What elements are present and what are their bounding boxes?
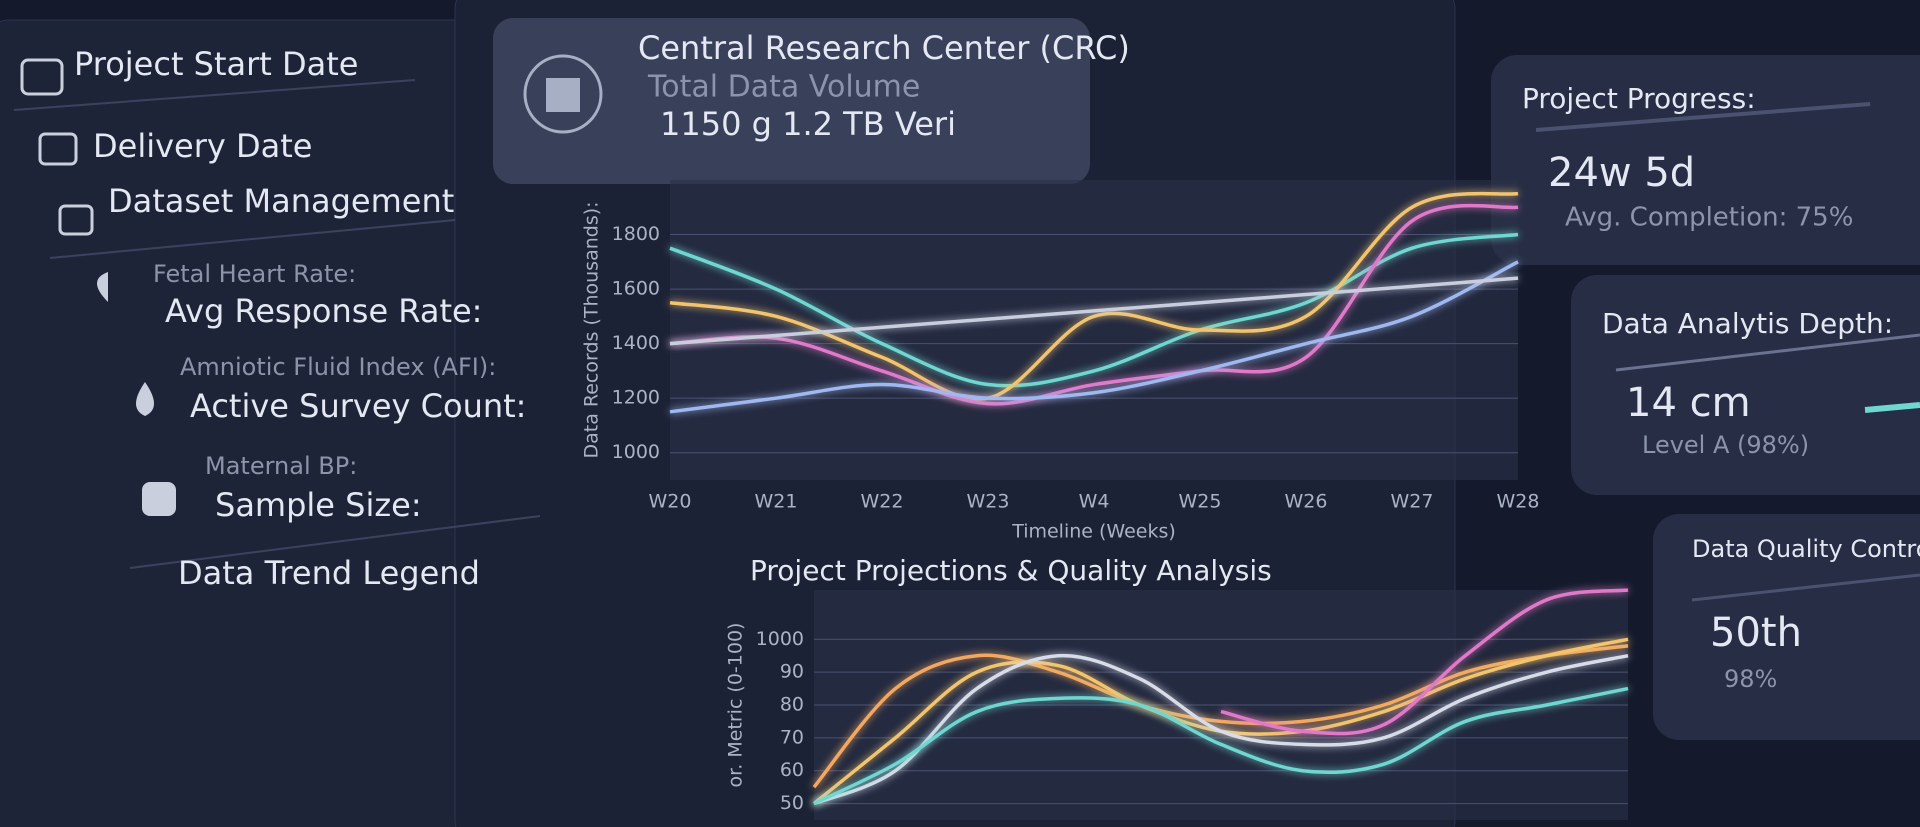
y-tick-label: 70 xyxy=(780,726,804,748)
card-value: 14 cm xyxy=(1626,380,1751,426)
divider xyxy=(1615,333,1920,372)
y-axis-label: or. Metric (0-100) xyxy=(725,623,747,788)
legend-heading: Data Trend Legend xyxy=(178,554,480,592)
series-line xyxy=(1220,588,1629,736)
sidebar-item: Dataset Management xyxy=(108,182,454,220)
y-tick-label: 1400 xyxy=(612,332,660,354)
drop-icon xyxy=(136,382,154,416)
x-tick-label: W22 xyxy=(861,491,904,513)
bp-icon xyxy=(142,482,176,516)
chart-title: Project Projections & Quality Analysis xyxy=(750,554,1272,587)
y-axis-label: Data Records (Thousands): xyxy=(581,201,603,458)
header-title: Central Research Center (CRC) xyxy=(638,29,1130,67)
card-detail: Avg. Completion: 75% xyxy=(1565,203,1853,233)
calendar-icon xyxy=(38,132,78,166)
x-tick-label: W4 xyxy=(1079,491,1110,513)
heart-icon xyxy=(97,272,119,302)
y-tick-label: 1000 xyxy=(756,628,804,650)
calendar-icon xyxy=(20,58,64,96)
progress-track xyxy=(1535,102,1871,132)
x-tick-label: W23 xyxy=(967,491,1010,513)
header-card xyxy=(493,18,1090,184)
divider xyxy=(129,515,541,569)
depth-bar xyxy=(1864,402,1920,413)
header-value: 1150 g 1.2 TB Veri xyxy=(660,105,956,143)
x-tick-label: W21 xyxy=(755,491,798,513)
sidebar-item: Project Start Date xyxy=(74,45,358,83)
card-value: 50th xyxy=(1710,610,1802,656)
y-tick-label: 90 xyxy=(780,661,804,683)
x-tick-label: W28 xyxy=(1497,491,1540,513)
x-tick-label: W20 xyxy=(649,491,692,513)
y-tick-label: 1800 xyxy=(612,223,660,245)
x-tick-label: W27 xyxy=(1391,491,1434,513)
y-tick-label: 50 xyxy=(780,792,804,814)
series-line xyxy=(669,191,1519,401)
x-tick-label: W26 xyxy=(1285,491,1328,513)
series-line xyxy=(669,276,1519,346)
card-detail: 98% xyxy=(1724,665,1777,693)
card-value: 24w 5d xyxy=(1548,150,1695,196)
metric-value: Active Survey Count: xyxy=(190,387,526,425)
card-title: Data Quality Control: xyxy=(1692,535,1920,563)
card xyxy=(1653,514,1920,740)
header-subtitle: Total Data Volume xyxy=(647,70,920,105)
metric-label: Maternal BP: xyxy=(205,452,357,480)
y-tick-label: 80 xyxy=(780,694,804,716)
series-line xyxy=(669,203,1519,406)
series-line xyxy=(813,653,1629,806)
divider xyxy=(1691,573,1920,602)
series-line xyxy=(669,232,1519,388)
series-line xyxy=(669,260,1519,414)
card xyxy=(1571,275,1920,495)
metric-value: Sample Size: xyxy=(215,486,422,524)
divider xyxy=(13,79,416,111)
folder-icon xyxy=(58,204,94,236)
building-icon xyxy=(546,78,580,112)
series-line xyxy=(812,644,1629,789)
series-line xyxy=(813,686,1629,806)
card-title: Data Analytis Depth: xyxy=(1602,307,1893,340)
card-title: Project Progress: xyxy=(1522,82,1756,115)
y-tick-label: 60 xyxy=(780,759,804,781)
card-detail: Level A (98%) xyxy=(1642,431,1809,459)
metric-label: Amniotic Fluid Index (AFI): xyxy=(180,353,496,381)
metric-value: Avg Response Rate: xyxy=(165,292,482,330)
divider xyxy=(49,219,456,259)
x-tick-label: W25 xyxy=(1179,491,1222,513)
y-tick-label: 1200 xyxy=(612,387,660,409)
building-icon xyxy=(523,54,603,134)
sidebar-item: Delivery Date xyxy=(93,127,312,165)
y-tick-label: 1600 xyxy=(612,278,660,300)
metric-label: Fetal Heart Rate: xyxy=(153,260,356,288)
y-tick-label: 1000 xyxy=(612,441,660,463)
x-axis-label: Timeline (Weeks) xyxy=(1011,521,1176,543)
